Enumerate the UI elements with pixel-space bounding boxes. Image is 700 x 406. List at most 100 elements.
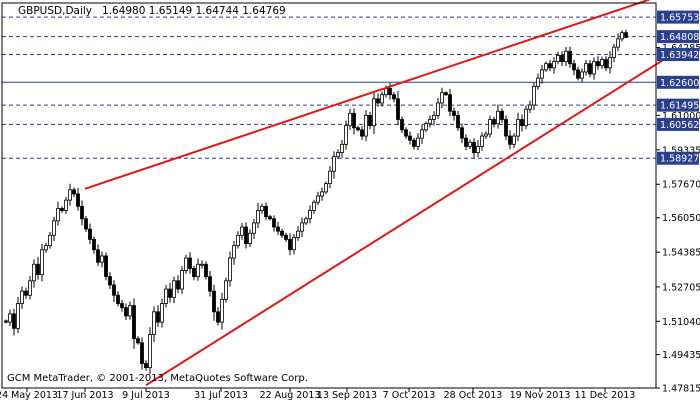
candle bbox=[240, 223, 244, 240]
candle-body bbox=[112, 284, 116, 296]
level-price-label: 1.63942 bbox=[660, 50, 699, 61]
candle bbox=[364, 110, 368, 142]
candle bbox=[424, 121, 428, 133]
candle bbox=[232, 240, 236, 265]
candle bbox=[288, 233, 292, 256]
candle bbox=[260, 203, 264, 214]
candle bbox=[60, 206, 64, 213]
candle bbox=[124, 303, 128, 321]
candle bbox=[320, 187, 324, 201]
candle-body bbox=[220, 299, 224, 323]
candle bbox=[372, 92, 376, 135]
candle-body bbox=[32, 263, 36, 282]
candle-body bbox=[304, 218, 308, 224]
candle-body bbox=[12, 313, 16, 329]
candle-body bbox=[248, 232, 252, 244]
candle-body bbox=[480, 135, 484, 147]
candle-body bbox=[48, 234, 52, 247]
candle bbox=[4, 319, 8, 324]
candle-body bbox=[64, 199, 68, 211]
candle-body bbox=[488, 119, 492, 135]
candle-body bbox=[316, 195, 320, 203]
candle bbox=[616, 33, 620, 52]
candle bbox=[156, 305, 160, 327]
candle-body bbox=[508, 135, 512, 145]
candle bbox=[532, 82, 536, 111]
candle-body bbox=[100, 255, 104, 263]
level-price-label: 1.58927 bbox=[660, 154, 699, 165]
candle-body bbox=[456, 114, 460, 129]
candle bbox=[580, 68, 584, 83]
level-price-label: 1.65753 bbox=[660, 13, 699, 24]
candle-body bbox=[588, 63, 592, 75]
candle bbox=[200, 260, 204, 269]
candle bbox=[500, 108, 504, 123]
candle bbox=[24, 287, 28, 299]
candle bbox=[296, 226, 300, 241]
candle-body bbox=[276, 226, 280, 232]
level-price-label: 1.64808 bbox=[660, 32, 699, 43]
candle bbox=[564, 46, 568, 66]
candle-body bbox=[436, 102, 440, 116]
candle-body bbox=[620, 32, 624, 40]
candle bbox=[468, 139, 472, 150]
candle-body bbox=[116, 294, 120, 304]
candle bbox=[440, 87, 444, 109]
candle bbox=[180, 266, 184, 294]
candle-body bbox=[468, 141, 472, 147]
candle-body bbox=[364, 114, 368, 137]
candle bbox=[16, 296, 20, 334]
candle bbox=[472, 138, 476, 159]
candle-body bbox=[356, 127, 360, 131]
candle bbox=[224, 277, 228, 303]
candle bbox=[444, 91, 448, 97]
candle-body bbox=[240, 226, 244, 236]
y-tick-label: 1.59335 bbox=[662, 145, 700, 156]
candle-body bbox=[416, 137, 420, 147]
candle bbox=[136, 336, 140, 345]
candle bbox=[84, 215, 88, 232]
candle-body bbox=[252, 222, 256, 234]
candle-body bbox=[292, 236, 296, 251]
candle-body bbox=[520, 119, 524, 127]
candle bbox=[256, 203, 260, 229]
candle bbox=[316, 191, 320, 206]
candle-body bbox=[108, 276, 112, 286]
candle-body bbox=[568, 50, 572, 65]
candle-body bbox=[448, 94, 452, 112]
candle-body bbox=[484, 133, 488, 137]
candle bbox=[592, 57, 596, 80]
candle-body bbox=[36, 263, 40, 275]
x-tick-label: 9 Jul 2013 bbox=[122, 390, 170, 401]
candle-body bbox=[172, 280, 176, 298]
candle-body bbox=[552, 61, 556, 69]
candle-body bbox=[328, 170, 332, 185]
candle-body bbox=[532, 86, 536, 106]
candle-body bbox=[312, 201, 316, 211]
candle-body bbox=[560, 55, 564, 63]
candle bbox=[20, 286, 24, 309]
y-tick-label: 1.57670 bbox=[662, 180, 700, 191]
candle-body bbox=[152, 311, 156, 335]
candle-body bbox=[236, 234, 240, 247]
candle bbox=[32, 259, 36, 288]
candle-body bbox=[608, 57, 612, 69]
candle bbox=[588, 60, 592, 78]
candle bbox=[36, 257, 40, 280]
candle-body bbox=[280, 230, 284, 236]
candle bbox=[96, 244, 100, 267]
watermark-text: GCM MetaTrader, © 2001-2013, MetaQuotes … bbox=[7, 373, 308, 384]
candle bbox=[356, 125, 360, 132]
candle-body bbox=[168, 288, 172, 298]
candle-body bbox=[80, 205, 84, 220]
candle-body bbox=[388, 88, 392, 96]
candle-body bbox=[372, 98, 376, 127]
level-price-label: 1.62600 bbox=[660, 78, 699, 89]
y-tick-label: 1.54385 bbox=[662, 248, 700, 259]
candle bbox=[584, 60, 588, 76]
candle-body bbox=[400, 119, 404, 131]
candle bbox=[8, 309, 12, 326]
candle bbox=[228, 251, 232, 287]
candle-body bbox=[528, 104, 532, 110]
